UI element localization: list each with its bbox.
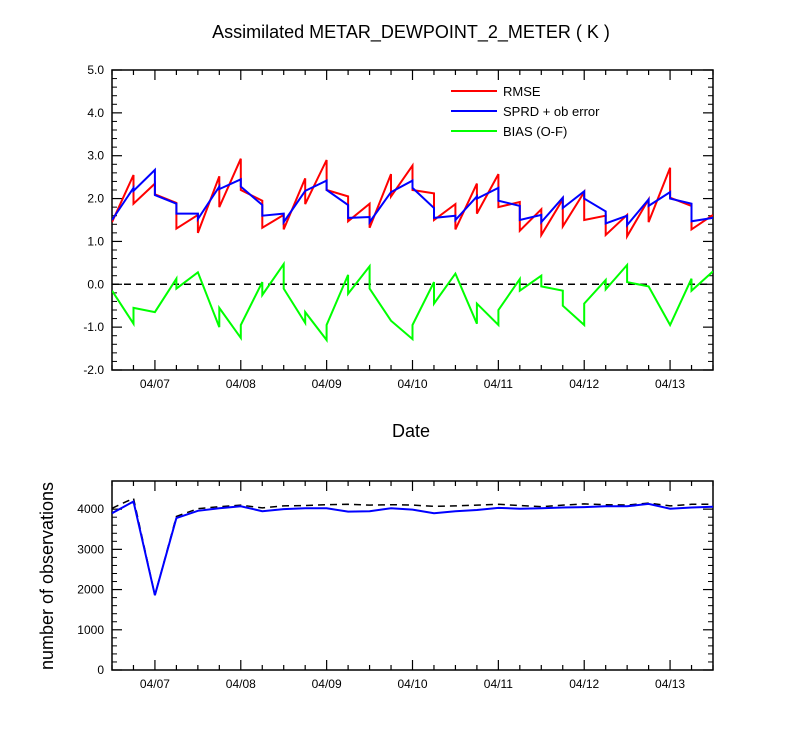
bottom-y-tick-label: 2000 — [77, 583, 104, 597]
top-series-group — [112, 158, 713, 343]
top-y-tick-label: -1.0 — [83, 320, 104, 334]
bottom-y-tick-label: 3000 — [77, 542, 104, 556]
y-axis-label: number of observations — [37, 482, 57, 670]
series-line-rmse — [112, 158, 713, 241]
legend-label: SPRD + ob error — [503, 104, 600, 119]
bottom-x-tick-label: 04/07 — [140, 677, 170, 691]
top-y-tick-label: 1.0 — [87, 234, 104, 248]
top-y-tick-label: -2.0 — [83, 363, 104, 377]
series-line-possible-observations — [112, 497, 713, 596]
bottom-x-tick-label: 04/08 — [226, 677, 256, 691]
series-line-sprd-ob-error — [112, 167, 713, 228]
legend-label: RMSE — [503, 84, 541, 99]
bottom-y-tick-label: 4000 — [77, 502, 104, 516]
bottom-series-group — [112, 497, 713, 596]
x-axis-label: Date — [392, 421, 430, 441]
top-x-tick-label: 04/12 — [569, 377, 599, 391]
top-y-tick-label: 2.0 — [87, 192, 104, 206]
series-line-assimilated-observations — [112, 499, 713, 596]
bottom-x-tick-label: 04/12 — [569, 677, 599, 691]
bottom-x-tick-label: 04/10 — [397, 677, 427, 691]
top-x-tick-label: 04/08 — [226, 377, 256, 391]
top-x-tick-label: 04/10 — [397, 377, 427, 391]
chart-title: Assimilated METAR_DEWPOINT_2_METER ( K ) — [212, 22, 610, 43]
bottom-plot: 0 1000 2000 3000 4000 04/07 04/08 04/09 04/10 04/… — [77, 480, 714, 691]
bottom-y-tick-label: 1000 — [77, 623, 104, 637]
bottom-x-tick-label: 04/11 — [484, 677, 513, 691]
bottom-x-tick-label: 04/13 — [655, 677, 685, 691]
top-y-tick-label: 4.0 — [87, 106, 104, 120]
top-y-tick-label: 5.0 — [87, 63, 104, 77]
top-x-tick-label: 04/07 — [140, 377, 170, 391]
bottom-y-tick-label: 0 — [97, 663, 104, 677]
series-line-bias-o-f — [112, 260, 713, 343]
top-x-tick-label: 04/13 — [655, 377, 685, 391]
top-x-tick-label: 04/09 — [312, 377, 342, 391]
top-plot: -2.0 -1.0 0.0 1.0 2.0 3.0 4.0 5.0 04/07 04/08 04/0… — [83, 63, 714, 391]
top-y-tick-label: 3.0 — [87, 149, 104, 163]
top-y-tick-label: 0.0 — [87, 277, 104, 291]
legend: RMSE SPRD + ob error BIAS (O-F) — [451, 84, 600, 139]
legend-label: BIAS (O-F) — [503, 124, 567, 139]
top-x-tick-label: 04/11 — [484, 377, 513, 391]
bottom-x-tick-label: 04/09 — [312, 677, 342, 691]
